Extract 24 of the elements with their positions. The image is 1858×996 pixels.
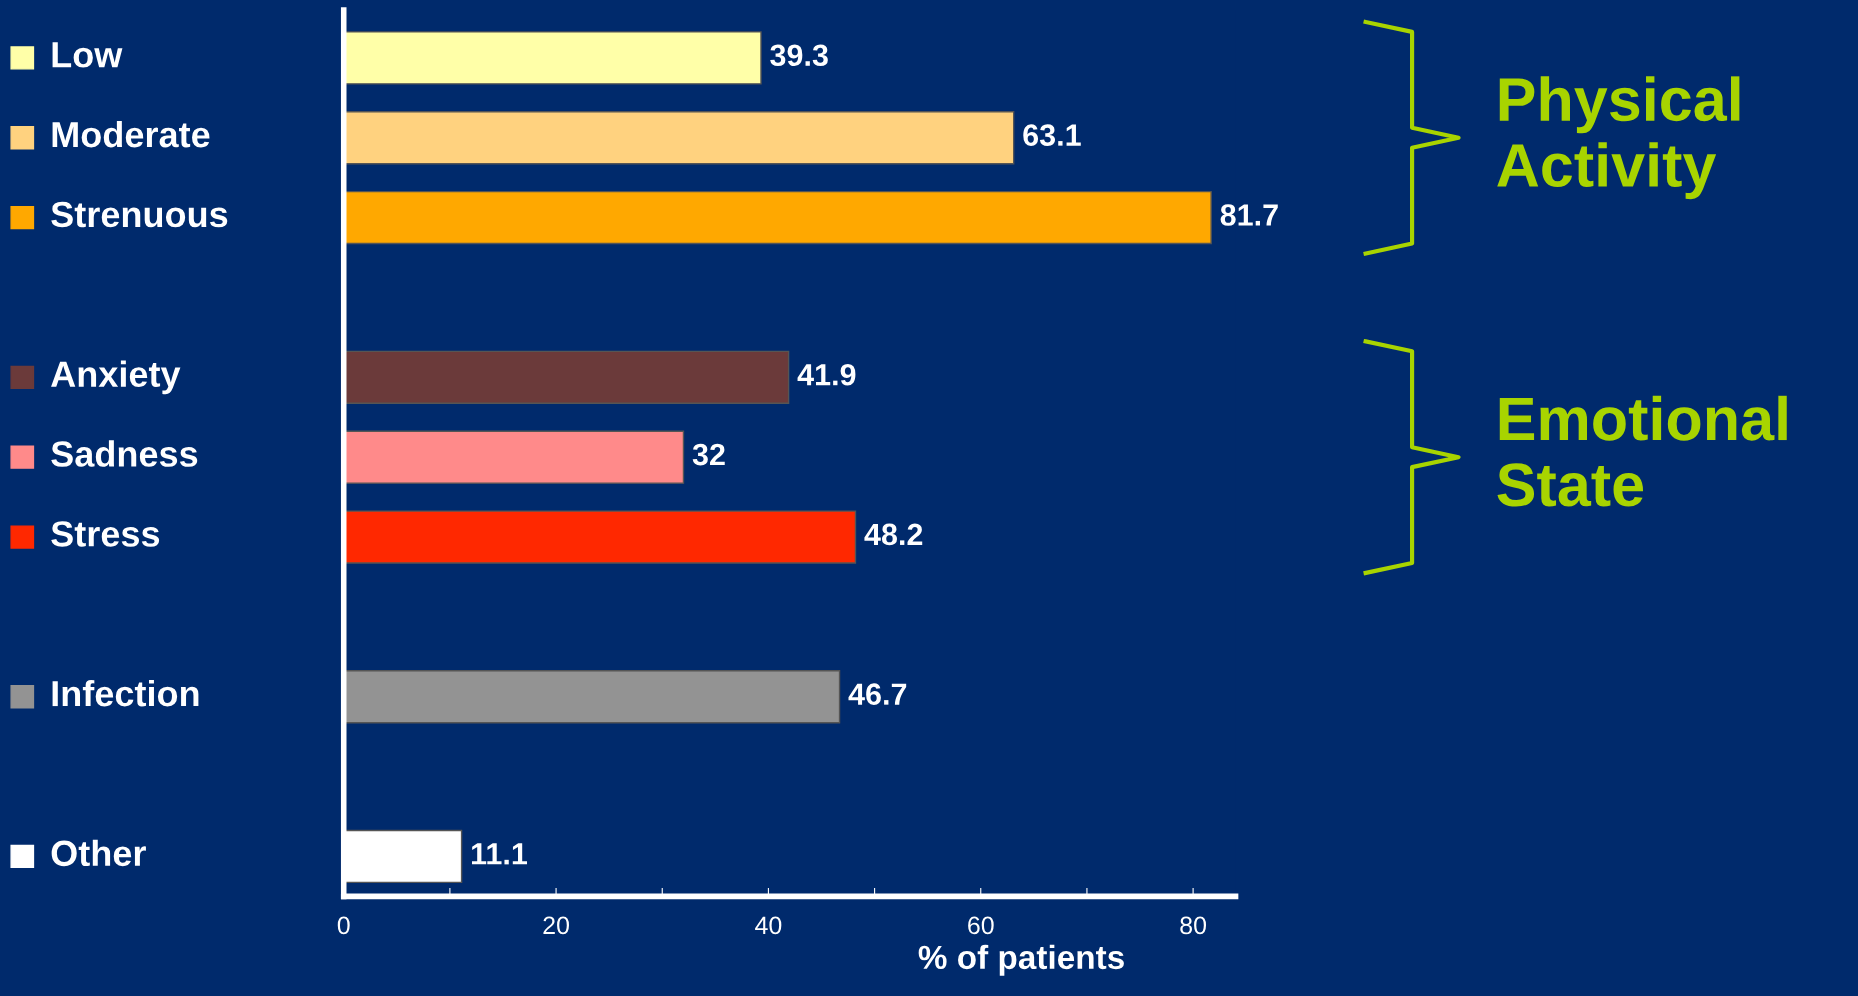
x-tick-label: 20 <box>543 916 569 935</box>
data-label: 81.7 <box>1220 204 1278 226</box>
data-label: 63.1 <box>1023 124 1081 146</box>
data-label: 48.2 <box>864 523 923 546</box>
y-tick-label: Stress <box>51 521 160 547</box>
x-axis-title: % of patients <box>918 944 1124 976</box>
data-label: 32 <box>692 443 725 466</box>
data-label: 11.1 <box>472 843 528 865</box>
y-tick-label: Other <box>51 839 146 867</box>
text: Physical Activity <box>1497 76 1740 200</box>
y-tick-label: Moderate <box>52 120 210 148</box>
x-tick-label: 40 <box>755 916 782 935</box>
text: Emotional State <box>1497 395 1787 507</box>
x-tick-label: 60 <box>968 916 994 935</box>
y-tick-label: Low <box>52 42 123 68</box>
data-label: 41.9 <box>797 363 856 386</box>
x-tick-label: 0 <box>337 916 350 935</box>
y-tick-label: Infection <box>52 679 199 707</box>
y-tick-label: Sadness <box>51 440 198 467</box>
data-label: 39.3 <box>770 44 828 67</box>
y-tick-label: Anxiety <box>51 360 181 395</box>
x-tick-label: 80 <box>1180 916 1207 935</box>
data-label: 46.7 <box>848 683 907 705</box>
y-tick-label: Strenuous <box>51 201 228 228</box>
